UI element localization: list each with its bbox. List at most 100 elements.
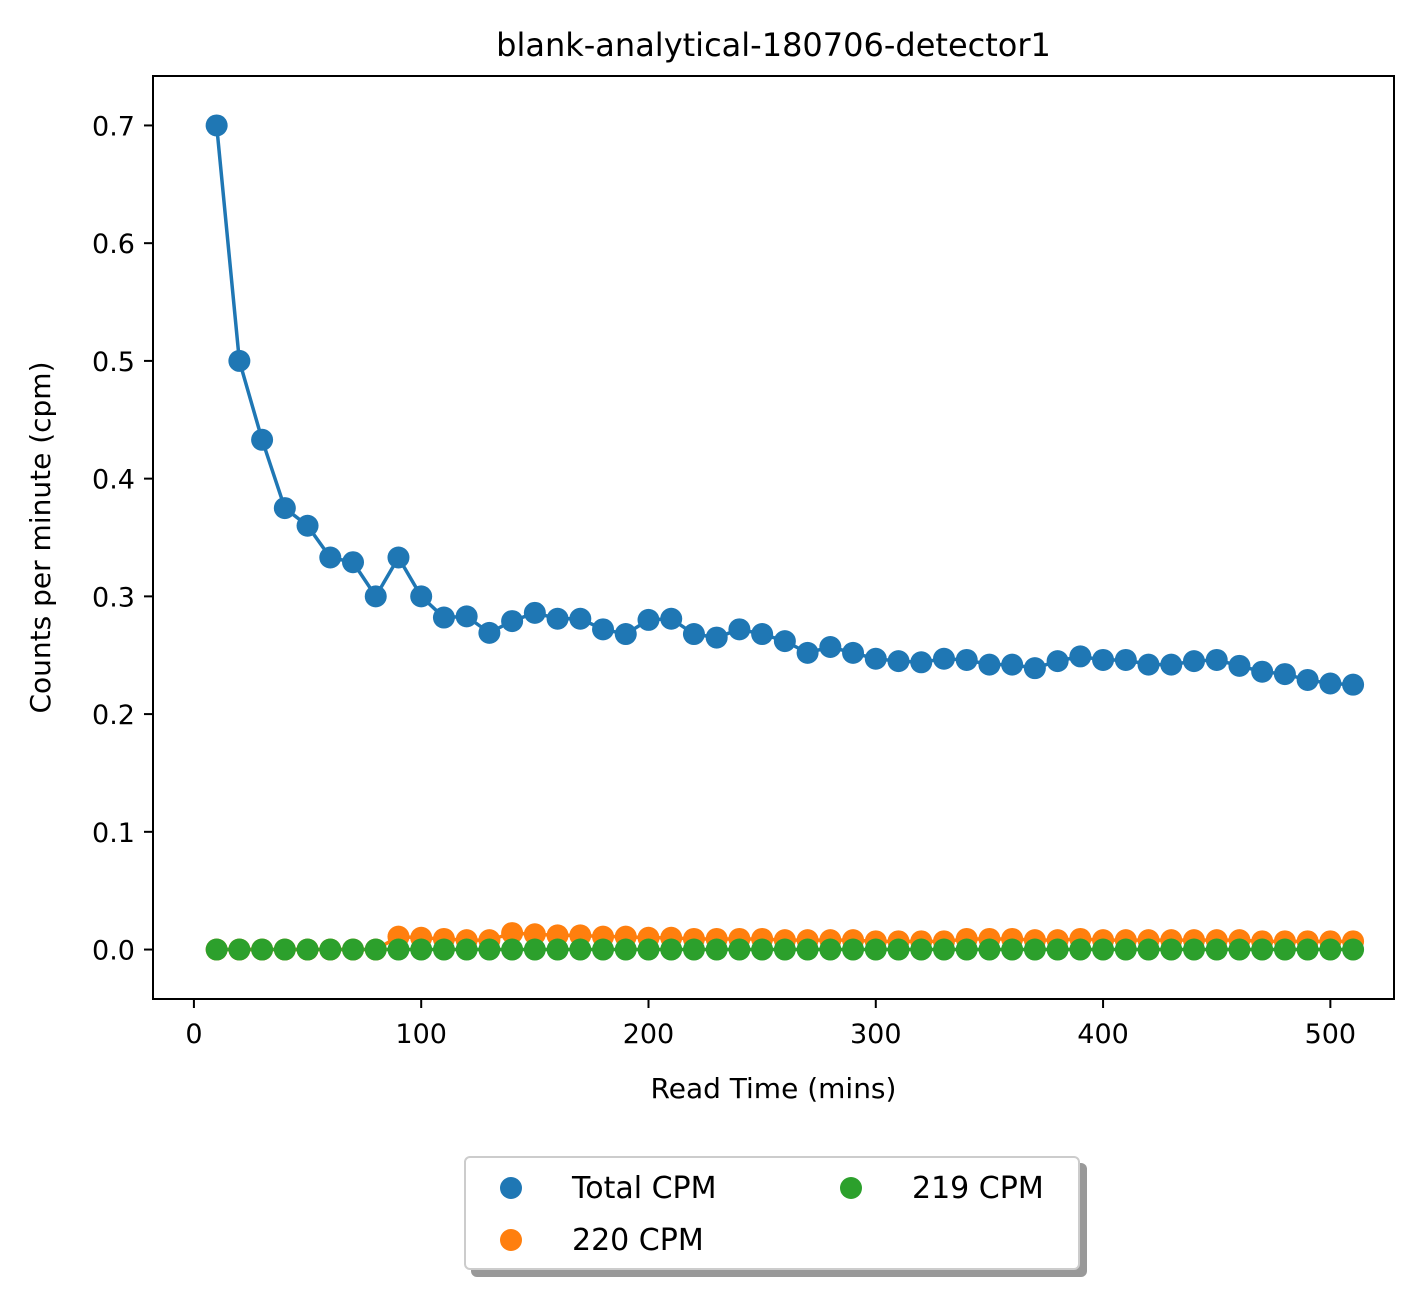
data-point-total-cpm xyxy=(342,551,365,574)
data-point-219-cpm xyxy=(1228,938,1251,961)
x-axis-label: Read Time (mins) xyxy=(651,1072,897,1105)
data-point-219-cpm xyxy=(910,938,933,961)
data-point-219-cpm xyxy=(614,938,637,961)
data-point-total-cpm xyxy=(1092,648,1115,671)
data-point-219-cpm xyxy=(955,938,978,961)
data-point-219-cpm xyxy=(251,938,274,961)
data-point-220-cpm xyxy=(501,922,524,945)
data-point-219-cpm xyxy=(978,938,1001,961)
data-point-219-cpm xyxy=(387,938,410,961)
x-tick-label: 500 xyxy=(1305,1019,1357,1050)
data-point-total-cpm xyxy=(1319,672,1342,695)
data-point-219-cpm xyxy=(1319,938,1342,961)
data-point-total-cpm xyxy=(1251,660,1274,683)
data-point-219-cpm xyxy=(660,938,683,961)
data-point-total-cpm xyxy=(1114,648,1137,671)
x-tick-label: 300 xyxy=(850,1019,902,1050)
data-point-total-cpm xyxy=(705,626,728,649)
data-point-total-cpm xyxy=(1205,648,1228,671)
data-point-total-cpm xyxy=(319,546,342,569)
data-point-219-cpm xyxy=(637,938,660,961)
data-point-total-cpm xyxy=(546,607,569,630)
legend-label: 219 CPM xyxy=(912,1170,1044,1206)
data-point-total-cpm xyxy=(614,623,637,646)
y-tick-label: 0.2 xyxy=(92,700,135,731)
y-tick-label: 0.6 xyxy=(92,229,135,260)
data-point-219-cpm xyxy=(682,938,705,961)
data-point-total-cpm xyxy=(955,648,978,671)
data-point-total-cpm xyxy=(978,653,1001,676)
x-tick-label: 400 xyxy=(1077,1019,1129,1050)
data-point-219-cpm xyxy=(569,938,592,961)
data-point-total-cpm xyxy=(205,114,228,137)
data-point-219-cpm xyxy=(751,938,774,961)
x-tick-label: 100 xyxy=(395,1019,447,1050)
data-point-219-cpm xyxy=(228,938,251,961)
data-point-total-cpm xyxy=(728,618,751,641)
data-point-total-cpm xyxy=(1137,653,1160,676)
data-point-total-cpm xyxy=(1182,650,1205,673)
legend-item-219-cpm: 219 CPM xyxy=(840,1168,1044,1208)
x-tick-label: 200 xyxy=(623,1019,675,1050)
y-tick-label: 0.5 xyxy=(92,347,135,378)
data-point-219-cpm xyxy=(523,938,546,961)
data-point-total-cpm xyxy=(1273,663,1296,686)
legend-marker-219-cpm xyxy=(840,1177,862,1199)
axes-ticks: 0 100 200 300 400 500 0.0 0.1 0.2 0.3 0.4 0.5 0.6 0.7 xyxy=(92,111,1356,1050)
data-point-total-cpm xyxy=(1023,657,1046,680)
data-point-219-cpm xyxy=(455,938,478,961)
data-point-total-cpm xyxy=(819,635,842,658)
data-point-219-cpm xyxy=(705,938,728,961)
data-point-total-cpm xyxy=(273,497,296,520)
data-point-total-cpm xyxy=(751,623,774,646)
legend-label: 220 CPM xyxy=(572,1222,704,1258)
data-point-total-cpm xyxy=(387,546,410,569)
data-point-total-cpm xyxy=(773,630,796,653)
data-point-total-cpm xyxy=(478,621,501,644)
data-point-219-cpm xyxy=(864,938,887,961)
data-point-219-cpm xyxy=(592,938,615,961)
data-point-219-cpm xyxy=(1182,938,1205,961)
data-point-total-cpm xyxy=(887,650,910,673)
y-tick-label: 0.4 xyxy=(92,465,135,496)
y-tick-label: 0.7 xyxy=(92,111,135,142)
data-point-total-cpm xyxy=(455,605,478,628)
data-point-total-cpm xyxy=(228,349,251,372)
data-point-total-cpm xyxy=(1069,645,1092,668)
data-point-total-cpm xyxy=(296,514,319,537)
data-point-219-cpm xyxy=(273,938,296,961)
data-point-219-cpm xyxy=(728,938,751,961)
y-tick-label: 0.3 xyxy=(92,582,135,613)
legend-marker-220-cpm xyxy=(500,1229,522,1251)
y-tick-label: 0.0 xyxy=(92,936,135,967)
data-point-total-cpm xyxy=(1046,650,1069,673)
data-point-219-cpm xyxy=(1023,938,1046,961)
data-point-total-cpm xyxy=(1342,673,1365,696)
data-point-total-cpm xyxy=(1228,654,1251,677)
data-point-total-cpm xyxy=(637,608,660,631)
data-point-220-cpm xyxy=(523,923,546,946)
chart-title: blank-analytical-180706-detector1 xyxy=(496,26,1051,64)
data-point-total-cpm xyxy=(251,428,274,451)
data-point-219-cpm xyxy=(796,938,819,961)
legend-item-220-cpm: 220 CPM xyxy=(500,1220,704,1260)
data-point-219-cpm xyxy=(342,938,365,961)
data-point-219-cpm xyxy=(205,938,228,961)
data-point-219-cpm xyxy=(478,938,501,961)
data-point-219-cpm xyxy=(842,938,865,961)
legend-item-total-cpm: Total CPM xyxy=(500,1168,717,1208)
data-point-total-cpm xyxy=(501,610,524,633)
data-point-total-cpm xyxy=(682,623,705,646)
data-point-total-cpm xyxy=(1160,653,1183,676)
data-point-219-cpm xyxy=(1137,938,1160,961)
data-point-219-cpm xyxy=(1205,938,1228,961)
y-axis-label: Counts per minute (cpm) xyxy=(24,362,57,714)
data-point-total-cpm xyxy=(842,641,865,664)
x-tick-label: 0 xyxy=(185,1019,202,1050)
data-point-total-cpm xyxy=(864,647,887,670)
data-point-total-cpm xyxy=(569,607,592,630)
data-point-total-cpm xyxy=(364,585,387,608)
data-point-219-cpm xyxy=(773,938,796,961)
data-point-219-cpm xyxy=(410,938,433,961)
